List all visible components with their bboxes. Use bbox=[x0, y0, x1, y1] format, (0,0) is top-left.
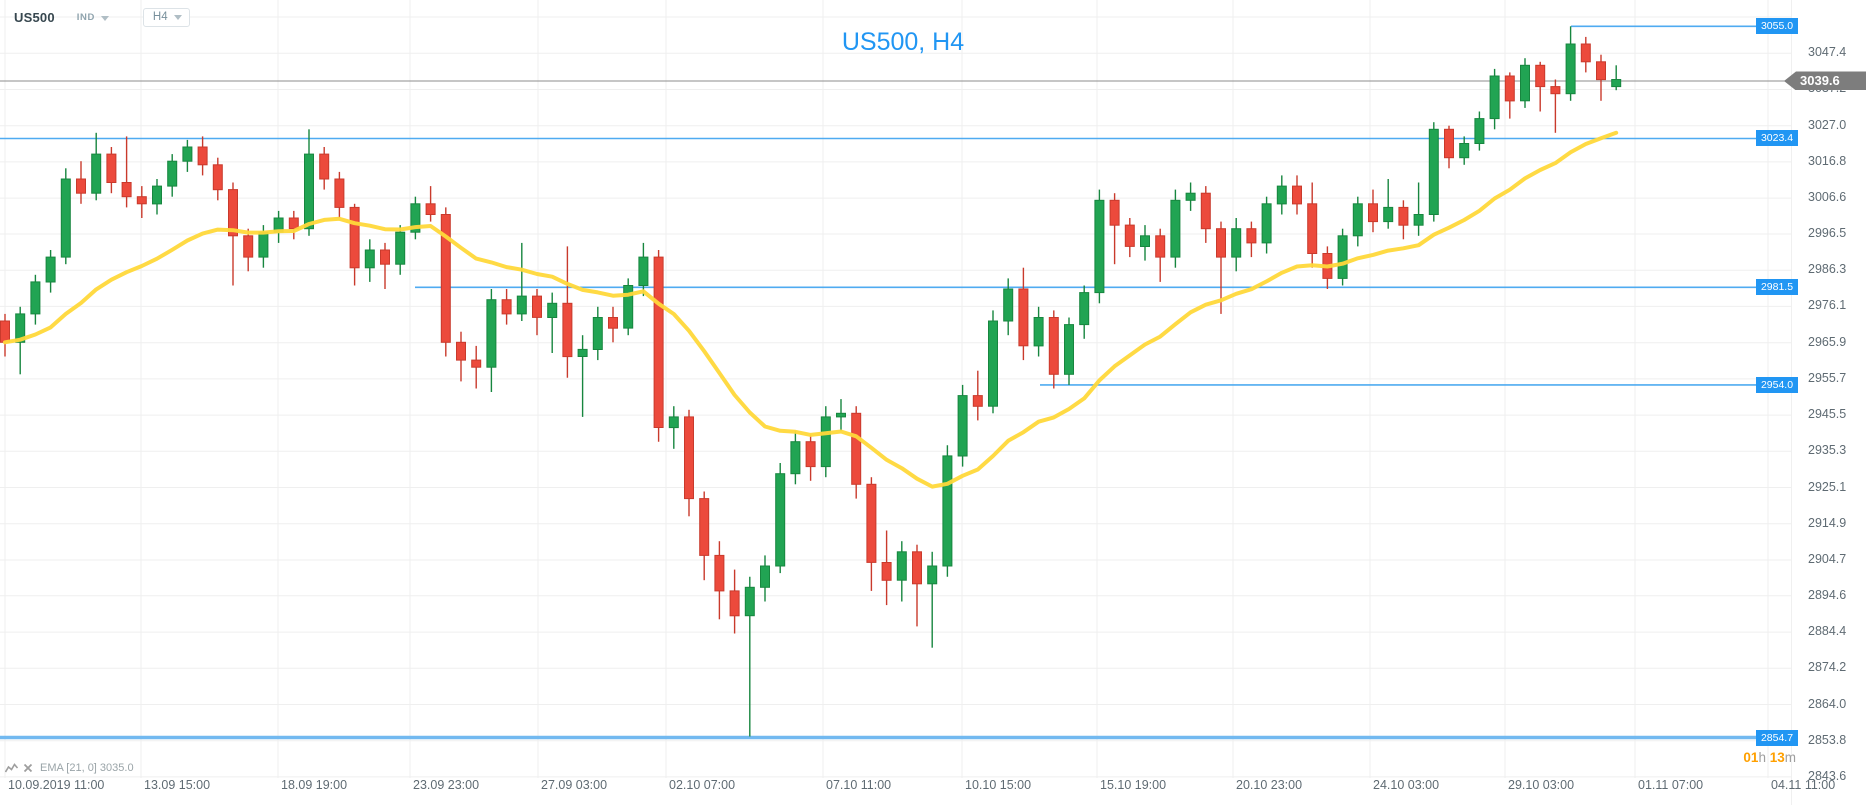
level-badge: 3023.4 bbox=[1756, 130, 1798, 147]
indicator-row: EMA [21, 0] 3035.0 bbox=[5, 762, 134, 774]
level-lines bbox=[0, 25, 1756, 740]
time-axis-label: 13.09 15:00 bbox=[144, 778, 211, 792]
time-axis-label: 10.10 15:00 bbox=[965, 778, 1032, 792]
symbol-label: US500 bbox=[14, 10, 55, 25]
price-tick-label: 2853.8 bbox=[1808, 732, 1847, 747]
chevron-down-icon bbox=[173, 15, 182, 20]
time-axis-label: 20.10 23:00 bbox=[1236, 778, 1303, 792]
time-axis-label: 27.09 03:00 bbox=[541, 778, 608, 792]
price-tick-label: 2874.2 bbox=[1808, 660, 1847, 675]
time-axis-label: 07.10 11:00 bbox=[826, 778, 892, 792]
price-tick-label: 3006.6 bbox=[1808, 190, 1847, 205]
countdown-hours: 01 bbox=[1743, 750, 1759, 765]
price-tick-label: 2986.3 bbox=[1808, 262, 1847, 277]
price-tick-label: 2935.3 bbox=[1808, 443, 1847, 458]
gridlines bbox=[0, 0, 1791, 778]
indicator-curve-icon[interactable] bbox=[5, 762, 18, 774]
level-badge: 2981.5 bbox=[1756, 279, 1798, 296]
level-badge: 3055.0 bbox=[1756, 18, 1798, 35]
price-tick-label: 2894.6 bbox=[1808, 587, 1847, 602]
candles bbox=[0, 26, 1622, 737]
time-axis-label: 01.11 07:00 bbox=[1638, 778, 1704, 792]
countdown-minutes: 13 bbox=[1769, 750, 1785, 765]
price-tick-label: 2843.6 bbox=[1808, 768, 1847, 783]
time-axis-label: 15.10 19:00 bbox=[1100, 778, 1167, 792]
ema-line bbox=[3, 130, 1619, 489]
time-axis-label: 10.09.2019 11:00 bbox=[8, 778, 105, 792]
time-axis-label: 23.09 23:00 bbox=[413, 778, 480, 792]
price-tick-label: 2914.9 bbox=[1808, 515, 1847, 530]
price-tick-label: 2945.5 bbox=[1808, 407, 1847, 422]
price-tick-label: 2955.7 bbox=[1808, 370, 1847, 385]
indicators-label: IND bbox=[76, 12, 95, 23]
current-price-badge: 3039.6 bbox=[1784, 71, 1866, 91]
time-axis-label: 04.11 11:00 bbox=[1771, 778, 1836, 792]
timeframe-label: H4 bbox=[152, 11, 168, 23]
indicators-dropdown[interactable]: IND bbox=[77, 12, 109, 23]
time-axis-label: 02.10 07:00 bbox=[669, 778, 736, 792]
price-tick-label: 3027.0 bbox=[1808, 117, 1847, 132]
toolbar: US500 IND H4 bbox=[14, 8, 190, 27]
timeframe-selector[interactable]: H4 bbox=[142, 8, 190, 27]
level-badge: 2954.0 bbox=[1756, 376, 1798, 393]
price-tick-label: 2884.4 bbox=[1808, 624, 1847, 639]
time-axis-label: 24.10 03:00 bbox=[1373, 778, 1440, 792]
price-tick-label: 2996.5 bbox=[1808, 226, 1847, 240]
close-icon[interactable] bbox=[23, 763, 33, 773]
indicator-label: EMA [21, 0] 3035.0 bbox=[40, 762, 134, 774]
time-axis-label: 29.10 03:00 bbox=[1508, 778, 1575, 792]
price-tick-label: 2864.0 bbox=[1808, 696, 1847, 711]
price-tick-label: 2976.1 bbox=[1808, 298, 1847, 313]
price-tick-label: 3047.4 bbox=[1808, 45, 1847, 60]
price-tick-label: 2925.1 bbox=[1808, 479, 1847, 494]
price-tick-label: 2904.7 bbox=[1808, 551, 1847, 566]
price-axis-separator bbox=[1791, 0, 1792, 805]
candle-countdown: 01h 13m bbox=[1743, 750, 1796, 765]
price-tick-label: 3016.8 bbox=[1808, 153, 1847, 168]
time-axis-label: 18.09 19:00 bbox=[281, 778, 348, 792]
chart-title: US500, H4 bbox=[841, 28, 965, 56]
countdown-hours-unit: h bbox=[1758, 750, 1766, 765]
chevron-down-icon bbox=[100, 15, 109, 21]
level-badge: 2854.7 bbox=[1756, 729, 1798, 746]
price-tick-label: 2965.9 bbox=[1808, 334, 1847, 349]
countdown-minutes-unit: m bbox=[1784, 750, 1796, 765]
